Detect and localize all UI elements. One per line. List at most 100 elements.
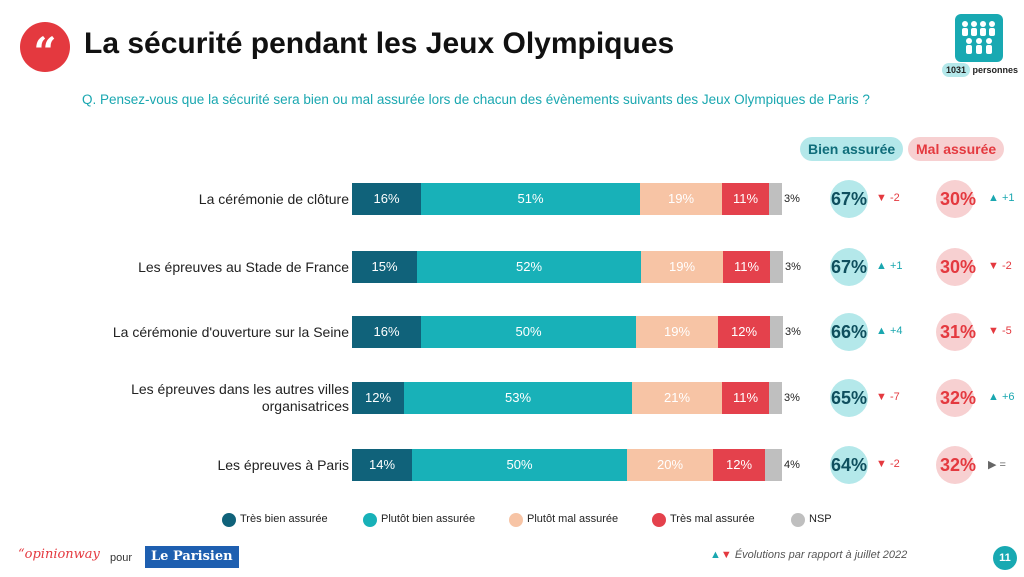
bar-segment-nsp	[770, 316, 783, 348]
bien-circle	[830, 446, 868, 484]
bien-evolution: ▲ +1	[876, 260, 903, 272]
bar-segment-tres-bien: 16%	[352, 316, 421, 348]
mal-circle	[936, 379, 974, 417]
sample-count: 1031	[942, 63, 971, 77]
evolution-value: =	[999, 459, 1006, 471]
legend-swatch-plutot-bien	[363, 513, 377, 527]
legend-label-tres-bien: Très bien assurée	[240, 513, 328, 525]
bien-circle	[830, 248, 868, 286]
evolution-value: -2	[889, 458, 900, 470]
bien-evolution: ▲ +4	[876, 325, 903, 337]
evolution-value: +6	[1001, 391, 1015, 403]
evolution-note: ▲▼ Évolutions par rapport à juillet 2022	[710, 549, 907, 561]
evolution-note-text: Évolutions par rapport à juillet 2022	[734, 549, 908, 561]
sample-size: 1031 personnes	[942, 63, 1019, 77]
mal-evolution: ▼ -2	[988, 260, 1012, 272]
bien-evolution: ▼ -2	[876, 458, 900, 470]
bar-segment-nsp	[770, 251, 783, 283]
bar-segment-tres-mal: 11%	[722, 183, 769, 215]
bar-segment-nsp	[769, 183, 782, 215]
nsp-value-label: 3%	[785, 326, 801, 338]
down-arrow-icon: ▼	[988, 260, 1002, 272]
bar-segment-plutot-mal: 19%	[640, 183, 722, 215]
evolution-value: -2	[889, 192, 900, 204]
sample-unit: personnes	[972, 65, 1019, 75]
bien-circle	[830, 313, 868, 351]
mal-circle	[936, 180, 974, 218]
evolution-value: +4	[889, 325, 903, 337]
question-text: Q. Pensez-vous que la sécurité sera bien…	[82, 92, 870, 107]
down-arrow-icon: ▼	[876, 192, 890, 204]
mal-total: 31%	[939, 322, 977, 342]
mal-total: 32%	[939, 455, 977, 475]
legend-swatch-tres-bien	[222, 513, 236, 527]
evolution-value: +1	[1001, 192, 1015, 204]
bien-circle	[830, 180, 868, 218]
bar-segment-plutot-bien: 51%	[421, 183, 640, 215]
page-number: 11	[993, 546, 1017, 570]
quote-icon: “	[20, 22, 70, 76]
bar-segment-tres-mal: 11%	[722, 382, 769, 414]
mal-total: 30%	[939, 189, 977, 209]
up-arrow-icon: ▲	[988, 192, 1002, 204]
mal-circle	[936, 446, 974, 484]
evolution-value: -2	[1001, 260, 1012, 272]
bar-segment-plutot-mal: 19%	[636, 316, 718, 348]
legend-swatch-plutot-mal	[509, 513, 523, 527]
row-label: Les épreuves à Paris	[217, 456, 349, 473]
bar-segment-tres-bien: 14%	[352, 449, 412, 481]
nsp-value-label: 3%	[785, 261, 801, 273]
bar-segment-plutot-mal: 21%	[632, 382, 722, 414]
bar-segment-tres-mal: 11%	[723, 251, 770, 283]
evolution-value: -5	[1001, 325, 1012, 337]
row-label: La cérémonie de clôture	[198, 190, 349, 207]
up-arrow-icon: ▲	[876, 260, 890, 272]
legend-label-nsp: NSP	[809, 513, 832, 525]
mal-circle	[936, 248, 974, 286]
bar-segment-tres-bien: 12%	[352, 382, 404, 414]
evolution-value: -7	[889, 391, 900, 403]
bien-total: 67%	[830, 189, 868, 209]
opinionway-logo: “opinionway	[18, 547, 100, 562]
bien-evolution: ▼ -2	[876, 192, 900, 204]
bar-segment-tres-bien: 16%	[352, 183, 421, 215]
bar-segment-plutot-mal: 20%	[627, 449, 713, 481]
nsp-value-label: 4%	[784, 459, 800, 471]
up-arrow-icon: ▲	[710, 549, 721, 561]
evolution-value: +1	[889, 260, 903, 272]
bien-evolution: ▼ -7	[876, 391, 900, 403]
bien-total: 64%	[830, 455, 868, 475]
bar-segment-plutot-bien: 50%	[412, 449, 627, 481]
legend-swatch-nsp	[791, 513, 805, 527]
nsp-value-label: 3%	[784, 193, 800, 205]
bar-segment-nsp	[769, 382, 782, 414]
mal-total: 30%	[939, 257, 977, 277]
bien-total: 66%	[830, 322, 868, 342]
legend-label-plutot-bien: Plutôt bien assurée	[381, 513, 476, 525]
bar-segment-plutot-bien: 50%	[421, 316, 636, 348]
down-arrow-icon: ▼	[988, 325, 1002, 337]
row-label: Les épreuves au Stade de France	[138, 258, 349, 275]
mal-evolution: ▼ -5	[988, 325, 1012, 337]
bar-segment-tres-mal: 12%	[718, 316, 770, 348]
people-icon	[955, 14, 1003, 62]
right-arrow-icon: ▶	[988, 459, 1000, 471]
mal-evolution: ▲ +6	[988, 391, 1015, 403]
legend-label-tres-mal: Très mal assurée	[670, 513, 755, 525]
bar-segment-tres-bien: 15%	[352, 251, 417, 283]
bien-assuree-header: Bien assurée	[800, 137, 904, 161]
down-arrow-icon: ▼	[876, 391, 890, 403]
bar-segment-tres-mal: 12%	[713, 449, 765, 481]
nsp-value-label: 3%	[784, 392, 800, 404]
bien-circle	[830, 379, 868, 417]
pour-label: pour	[110, 552, 133, 564]
up-arrow-icon: ▲	[988, 391, 1002, 403]
bien-total: 67%	[830, 257, 868, 277]
mal-assuree-header: Mal assurée	[908, 137, 1005, 161]
bar-segment-plutot-bien: 53%	[404, 382, 632, 414]
legend-swatch-tres-mal	[652, 513, 666, 527]
bar-segment-plutot-bien: 52%	[417, 251, 641, 283]
up-arrow-icon: ▲	[876, 325, 890, 337]
bar-segment-nsp	[765, 449, 782, 481]
mal-evolution: ▶ =	[988, 458, 1006, 471]
